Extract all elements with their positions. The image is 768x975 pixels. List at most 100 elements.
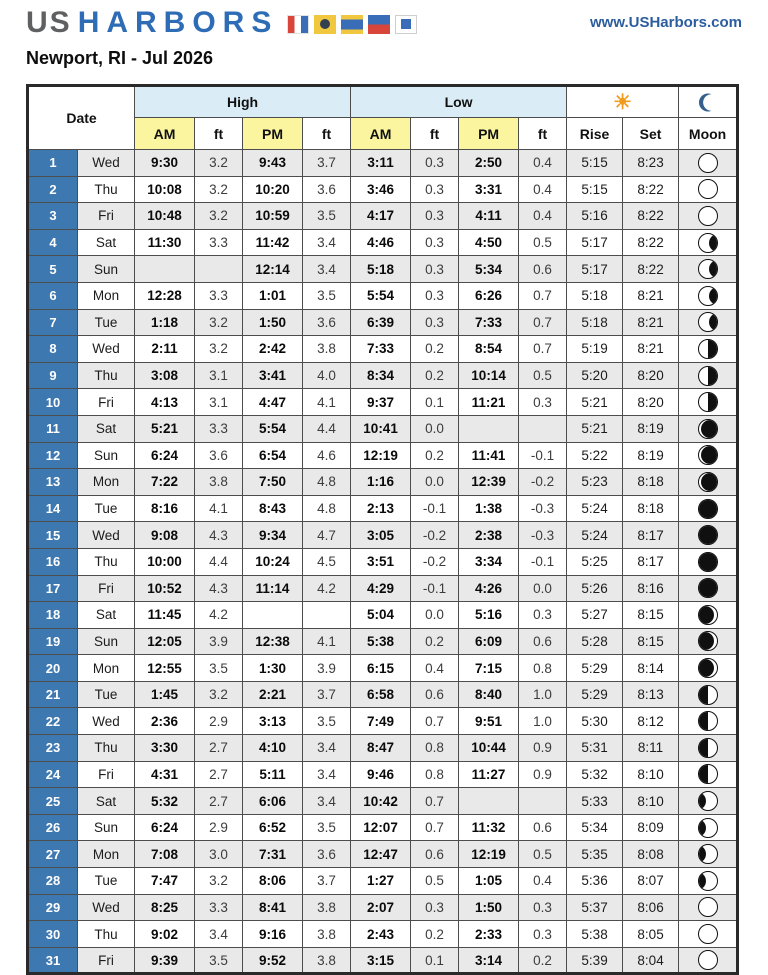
low-am-time-cell: 5:38 [350, 627, 412, 656]
page-header: US HARBORS www.USHarbors.com [26, 6, 742, 40]
high-pm-ft-cell: 3.4 [302, 787, 352, 815]
low-pm-time-cell: 4:11 [458, 202, 520, 230]
sunset-cell: 8:22 [622, 228, 680, 257]
high-am-ft-cell: 3.2 [194, 308, 244, 337]
day-number-cell: 5 [27, 255, 78, 283]
low-am-time-cell: 9:37 [350, 388, 412, 416]
high-am-time-cell: 8:25 [134, 893, 196, 922]
low-am-ft-cell: 0.3 [410, 175, 460, 204]
table-row: 21 Tue 1:45 3.2 2:21 3.7 6:58 0.6 8:40 1.0 5:29 8:1… [27, 680, 739, 709]
weekday-cell: Sat [76, 414, 136, 443]
high-am-ft-cell: 2.7 [194, 787, 244, 815]
low-am-time-cell: 5:54 [350, 281, 412, 310]
sunrise-cell: 5:22 [566, 441, 624, 470]
moon-phase-first-quarter-icon [697, 764, 718, 785]
low-am-ft-cell: 0.0 [410, 601, 460, 629]
low-pm-time-cell: 5:34 [458, 255, 520, 283]
high-am-ft-cell: 4.4 [194, 547, 244, 576]
low-am-ft-cell: 0.8 [410, 760, 460, 789]
high-pm-time-cell: 2:21 [242, 680, 304, 709]
high-am-time-cell: 3:08 [134, 361, 196, 390]
moon-phase-new-icon [697, 498, 718, 519]
low-group-header: Low [350, 85, 568, 118]
moon-phase-cell [678, 335, 739, 363]
low-pm-time-cell: 7:15 [458, 654, 520, 682]
high-pm-time-cell: 1:01 [242, 281, 304, 310]
high-am-time-cell: 6:24 [134, 813, 196, 842]
low-am-ft-cell: -0.2 [410, 521, 460, 549]
moon-phase-last-quarter-icon [697, 365, 718, 386]
low-pm-ft-cell [518, 787, 568, 815]
low-am-ft-cell: 0.2 [410, 627, 460, 656]
moon-phase-cell [678, 441, 739, 470]
moon-phase-full-icon [697, 950, 718, 971]
high-am-ft-cell: 3.2 [194, 867, 244, 895]
weekday-cell: Mon [76, 654, 136, 682]
day-number-cell: 3 [27, 202, 78, 230]
high-am-time-cell: 2:36 [134, 707, 196, 736]
low-am-time-cell: 7:49 [350, 707, 412, 736]
low-pm-time-cell: 11:32 [458, 813, 520, 842]
low-am-ft-cell: 0.2 [410, 441, 460, 470]
low-pm-ft-cell: 0.2 [518, 946, 568, 975]
high-am-time-cell: 8:16 [134, 494, 196, 523]
table-row: 23 Thu 3:30 2.7 4:10 3.4 8:47 0.8 10:44 0.9 5:31 8:… [27, 734, 739, 762]
low-am-ft-cell: 0.2 [410, 335, 460, 363]
weekday-cell: Tue [76, 494, 136, 523]
weekday-cell: Thu [76, 547, 136, 576]
low-am-time-cell: 3:05 [350, 521, 412, 549]
high-am-ft-cell: 2.7 [194, 760, 244, 789]
sunrise-cell: 5:24 [566, 494, 624, 523]
day-number-cell: 22 [27, 707, 78, 736]
low-pm-time-cell: 2:33 [458, 920, 520, 948]
day-number-cell: 24 [27, 760, 78, 789]
moon-phase-cell [678, 734, 739, 762]
table-row: 31 Fri 9:39 3.5 9:52 3.8 3:15 0.1 3:14 0.2 5:39 8:0… [27, 946, 739, 975]
table-row: 11 Sat 5:21 3.3 5:54 4.4 10:41 0.0 5:21 8:19 [27, 414, 739, 443]
moon-phase-cell [678, 361, 739, 390]
crescent-moon-icon [699, 92, 712, 112]
high-am-time-cell: 11:45 [134, 601, 196, 629]
sunset-cell: 8:07 [622, 867, 680, 895]
high-am-ft-cell: 4.1 [194, 494, 244, 523]
high-pm-ft-cell: 4.1 [302, 388, 352, 416]
day-number-cell: 1 [27, 149, 78, 177]
day-number-cell: 16 [27, 547, 78, 576]
sunset-cell: 8:10 [622, 787, 680, 815]
high-pm-time-cell: 1:30 [242, 654, 304, 682]
low-pm-ft-cell: -0.3 [518, 494, 568, 523]
high-am-ft-cell: 3.1 [194, 361, 244, 390]
moon-phase-cell [678, 813, 739, 842]
low-am-ft-cell: 0.7 [410, 707, 460, 736]
sunset-cell: 8:15 [622, 627, 680, 656]
low-am-ft-cell: 0.7 [410, 787, 460, 815]
high-pm-ft-cell: 3.6 [302, 840, 352, 869]
high-pm-time-cell: 8:41 [242, 893, 304, 922]
high-am-ft-cell: 3.5 [194, 946, 244, 975]
high-pm-time-cell: 6:52 [242, 813, 304, 842]
low-am-ft-cell: 0.0 [410, 414, 460, 443]
logo-us-text: US [26, 6, 72, 39]
website-link[interactable]: www.USHarbors.com [590, 14, 742, 31]
high-am-time-cell: 2:11 [134, 335, 196, 363]
day-number-cell: 15 [27, 521, 78, 549]
low-pm-ft-cell: 0.3 [518, 601, 568, 629]
high-am-ft-cell: 3.0 [194, 840, 244, 869]
day-number-cell: 2 [27, 175, 78, 204]
low-pm-header: PM [458, 117, 520, 150]
table-row: 2 Thu 10:08 3.2 10:20 3.6 3:46 0.3 3:31 0.4 5:15 8:… [27, 175, 739, 204]
high-am-ft-cell: 2.9 [194, 813, 244, 842]
low-pm-ft-cell: 0.4 [518, 202, 568, 230]
weekday-cell: Thu [76, 361, 136, 390]
high-pm-time-cell: 4:47 [242, 388, 304, 416]
sunset-cell: 8:21 [622, 308, 680, 337]
low-am-time-cell: 8:34 [350, 361, 412, 390]
day-number-cell: 17 [27, 574, 78, 603]
low-pm-ft-cell: 0.7 [518, 335, 568, 363]
high-pm-ft-cell: 3.5 [302, 707, 352, 736]
high-pm-ft-cell: 3.6 [302, 308, 352, 337]
low-pm-ft-cell: 0.4 [518, 149, 568, 177]
sunrise-cell: 5:37 [566, 893, 624, 922]
high-am-time-cell: 1:18 [134, 308, 196, 337]
high-am-time-cell: 10:48 [134, 202, 196, 230]
